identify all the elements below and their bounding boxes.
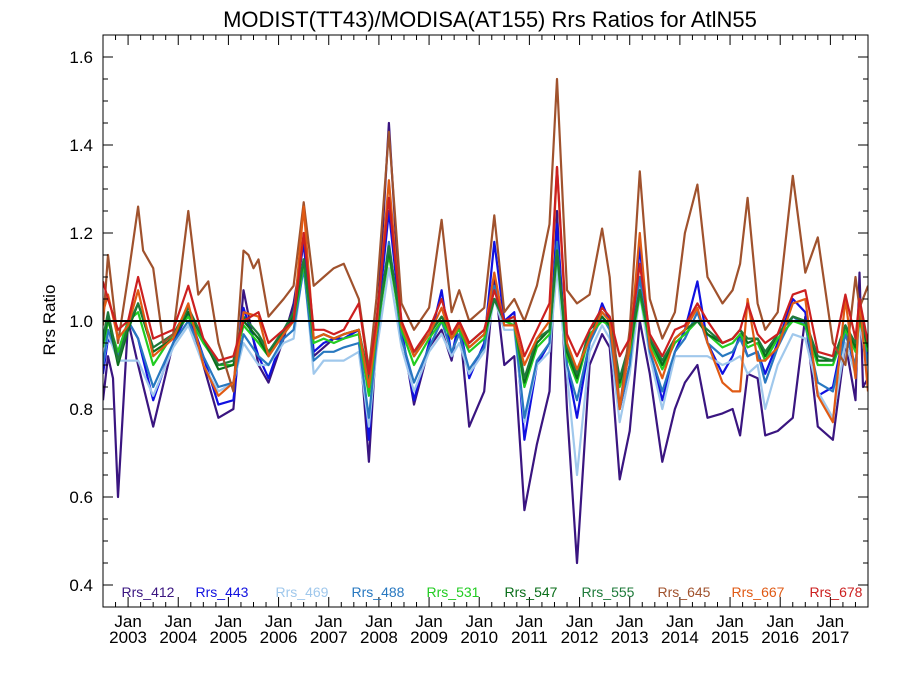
- x-tick-month-label: Jan: [415, 612, 442, 631]
- y-tick-label: 0.6: [69, 488, 93, 507]
- x-tick-month-label: Jan: [466, 612, 493, 631]
- x-tick-year-label: 2004: [159, 628, 197, 647]
- legend-entry-Rrs_667: Rrs_667: [732, 584, 785, 600]
- y-tick-label: 0.8: [69, 400, 93, 419]
- y-tick-label: 1.2: [69, 224, 93, 243]
- legend-entry-Rrs_443: Rrs_443: [196, 584, 249, 600]
- x-tick-year-label: 2009: [410, 628, 448, 647]
- x-tick-month-label: Jan: [516, 612, 543, 631]
- x-tick-year-label: 2010: [460, 628, 498, 647]
- x-tick-year-label: 2006: [260, 628, 298, 647]
- x-tick-year-label: 2015: [711, 628, 749, 647]
- x-tick-year-label: 2014: [661, 628, 699, 647]
- x-tick-month-label: Jan: [215, 612, 242, 631]
- x-tick-year-label: 2008: [360, 628, 398, 647]
- legend-entry-Rrs_547: Rrs_547: [505, 584, 558, 600]
- x-tick-year-label: 2017: [811, 628, 849, 647]
- x-tick-month-label: Jan: [365, 612, 392, 631]
- x-tick-month-label: Jan: [616, 612, 643, 631]
- legend-entry-Rrs_678: Rrs_678: [810, 584, 863, 600]
- x-tick-month-label: Jan: [666, 612, 693, 631]
- x-tick-month-label: Jan: [114, 612, 141, 631]
- x-tick-month-label: Jan: [817, 612, 844, 631]
- x-tick-month-label: Jan: [767, 612, 794, 631]
- y-axis-label: Rrs Ratio: [40, 285, 59, 356]
- y-tick-label: 1.6: [69, 48, 93, 67]
- series-line-Rrs_645: [103, 77, 868, 411]
- legend-entry-Rrs_555: Rrs_555: [582, 584, 635, 600]
- x-tick-year-label: 2011: [511, 628, 548, 647]
- series-line-Rrs_469: [103, 262, 868, 477]
- y-tick-label: 1.0: [69, 312, 93, 331]
- plot-area: 0.40.60.81.01.21.41.6Jan2003Jan2004Jan20…: [69, 34, 869, 647]
- y-tick-label: 1.4: [69, 136, 93, 155]
- y-tick-label: 0.4: [69, 576, 93, 595]
- legend-entry-Rrs_469: Rrs_469: [276, 584, 329, 600]
- x-tick-year-label: 2012: [561, 628, 599, 647]
- series-line-Rrs_667: [103, 165, 868, 424]
- x-tick-month-label: Jan: [716, 612, 743, 631]
- x-tick-year-label: 2007: [310, 628, 348, 647]
- x-tick-year-label: 2005: [209, 628, 247, 647]
- x-tick-month-label: Jan: [566, 612, 593, 631]
- x-tick-year-label: 2016: [761, 628, 799, 647]
- legend-entry-Rrs_488: Rrs_488: [352, 584, 405, 600]
- legend-entry-Rrs_412: Rrs_412: [122, 584, 175, 600]
- x-tick-year-label: 2013: [611, 628, 649, 647]
- x-tick-month-label: Jan: [265, 612, 292, 631]
- chart-title: MODIST(TT43)/MODISA(AT155) Rrs Ratios fo…: [223, 7, 757, 32]
- x-tick-year-label: 2003: [109, 628, 147, 647]
- x-tick-month-label: Jan: [315, 612, 342, 631]
- legend-entry-Rrs_645: Rrs_645: [658, 584, 711, 600]
- legend-entry-Rrs_531: Rrs_531: [427, 584, 480, 600]
- x-tick-month-label: Jan: [165, 612, 192, 631]
